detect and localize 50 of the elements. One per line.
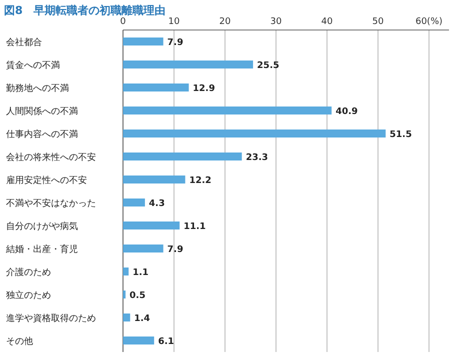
- y-tick-label: 介護のため: [6, 267, 51, 278]
- y-tick-label: 人間関係への不満: [6, 106, 78, 117]
- y-tick-label: 勤務地への不満: [6, 83, 69, 94]
- data-label: 12.9: [192, 84, 216, 94]
- bar: [123, 130, 386, 138]
- bar: [123, 222, 180, 230]
- x-tick-label: 60(%): [415, 17, 443, 27]
- data-label: 4.3: [148, 199, 165, 209]
- data-label: 1.1: [132, 268, 149, 278]
- data-label: 11.1: [184, 222, 206, 232]
- data-label: 7.9: [167, 245, 184, 255]
- data-label: 23.3: [246, 153, 268, 163]
- y-tick-label: 会社の将来性への不安: [6, 152, 96, 163]
- x-tick-label: 0: [120, 17, 126, 27]
- bar: [123, 290, 126, 298]
- y-tick-label: その他: [6, 336, 33, 347]
- bar: [123, 244, 164, 252]
- bar: [123, 198, 145, 206]
- bar: [123, 84, 189, 92]
- x-tick-label: 20: [219, 17, 231, 27]
- x-tick-label: 50: [372, 17, 384, 27]
- y-tick-label: 独立のため: [6, 290, 51, 301]
- data-label: 6.1: [158, 337, 174, 347]
- x-tick-label: 40: [321, 17, 333, 27]
- data-label: 12.2: [189, 176, 212, 186]
- chart-title: 図8 早期転職者の初職離職理由: [4, 4, 166, 17]
- bar: [123, 60, 254, 68]
- bar: [123, 38, 164, 46]
- bar: [123, 336, 154, 344]
- y-tick-label: 仕事内容への不満: [6, 129, 78, 140]
- y-tick-label: 会社都合: [6, 37, 42, 48]
- data-label: 1.4: [134, 314, 150, 324]
- data-label: 40.9: [336, 107, 358, 117]
- data-label: 51.5: [390, 130, 412, 140]
- y-tick-label: 不満や不安はなかった: [6, 198, 96, 209]
- bar: [123, 268, 129, 276]
- x-tick-label: 10: [168, 17, 180, 27]
- data-label: 7.9: [167, 38, 184, 48]
- y-tick-label: 雇用安定性への不安: [6, 175, 87, 186]
- bar: [123, 152, 242, 160]
- data-label: 25.5: [257, 61, 280, 71]
- bar: [123, 176, 186, 184]
- data-label: 0.5: [130, 291, 146, 301]
- bar: [123, 314, 130, 322]
- x-tick-label: 30: [270, 17, 282, 27]
- y-tick-label: 賃金への不満: [6, 60, 60, 71]
- bar: [123, 106, 332, 114]
- y-tick-label: 自分のけがや病気: [6, 221, 78, 232]
- y-tick-label: 結婚・出産・育児: [5, 244, 78, 255]
- y-tick-label: 進学や資格取得のため: [6, 313, 96, 324]
